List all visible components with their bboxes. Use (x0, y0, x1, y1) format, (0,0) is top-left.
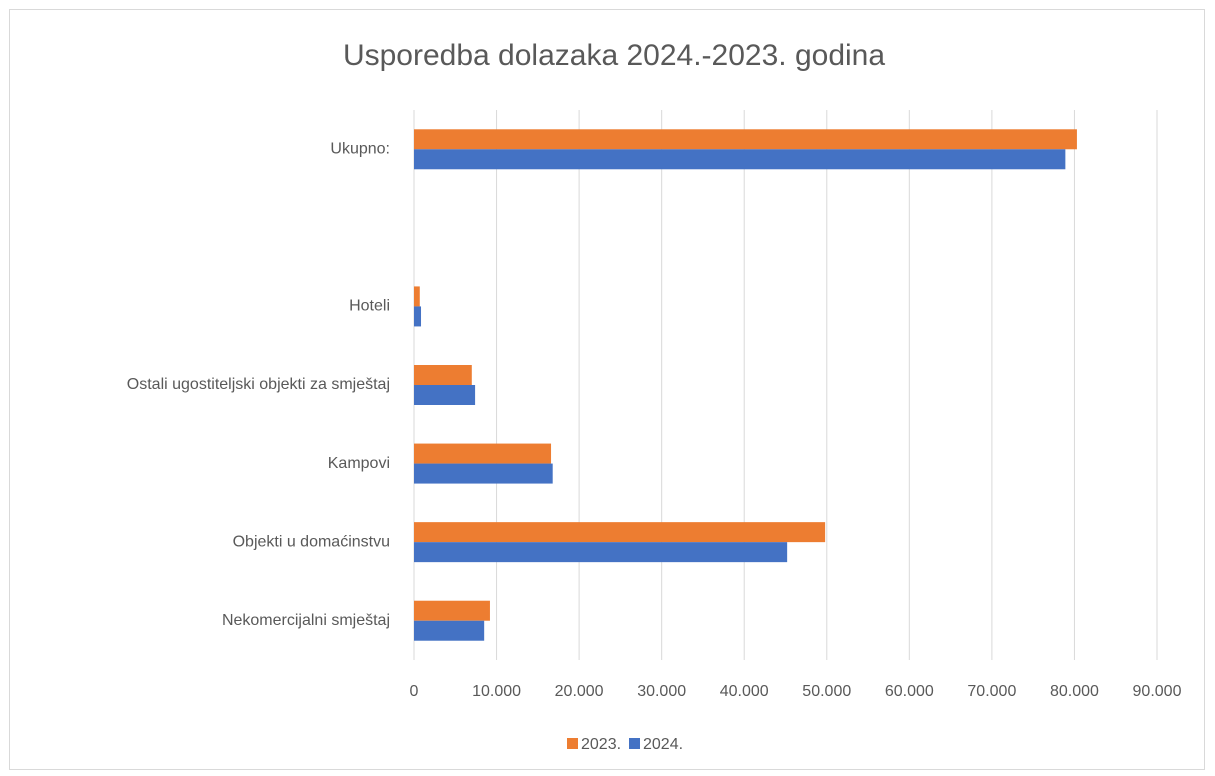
bar (414, 522, 826, 543)
bar (414, 443, 552, 464)
bar (414, 542, 788, 563)
x-tick-label: 40.000 (720, 683, 769, 700)
bar (414, 365, 472, 385)
x-tick-label: 70.000 (967, 683, 1016, 700)
bar (414, 620, 485, 641)
legend-swatch (629, 738, 640, 749)
x-tick-label: 80.000 (1050, 683, 1099, 700)
bar (414, 463, 553, 484)
legend-label: 2024. (643, 736, 683, 753)
x-tick-label: 0 (410, 683, 419, 700)
x-tick-label: 10.000 (472, 683, 521, 700)
bar (414, 306, 422, 327)
x-tick-label: 90.000 (1133, 683, 1182, 700)
bar (414, 149, 1066, 170)
x-tick-label: 50.000 (802, 683, 851, 700)
y-tick-label: Kampovi (328, 455, 390, 472)
bar (414, 286, 420, 307)
bar (414, 129, 1077, 150)
x-tick-label: 60.000 (885, 683, 934, 700)
bar (414, 600, 490, 621)
legend-label: 2023. (581, 736, 621, 753)
x-tick-label: 30.000 (637, 683, 686, 700)
chart-title: Usporedba dolazaka 2024.-2023. godina (343, 39, 885, 72)
y-tick-label: Objekti u domaćinstvu (233, 533, 390, 550)
y-tick-label: Ostali ugostiteljski objekti za smještaj (127, 376, 390, 393)
y-tick-label: Ukupno: (330, 141, 390, 158)
y-tick-label: Nekomercijalni smještaj (222, 612, 390, 629)
y-tick-label: Hoteli (349, 298, 390, 315)
x-tick-label: 20.000 (555, 683, 604, 700)
legend-swatch (567, 738, 578, 749)
bar (414, 385, 476, 405)
